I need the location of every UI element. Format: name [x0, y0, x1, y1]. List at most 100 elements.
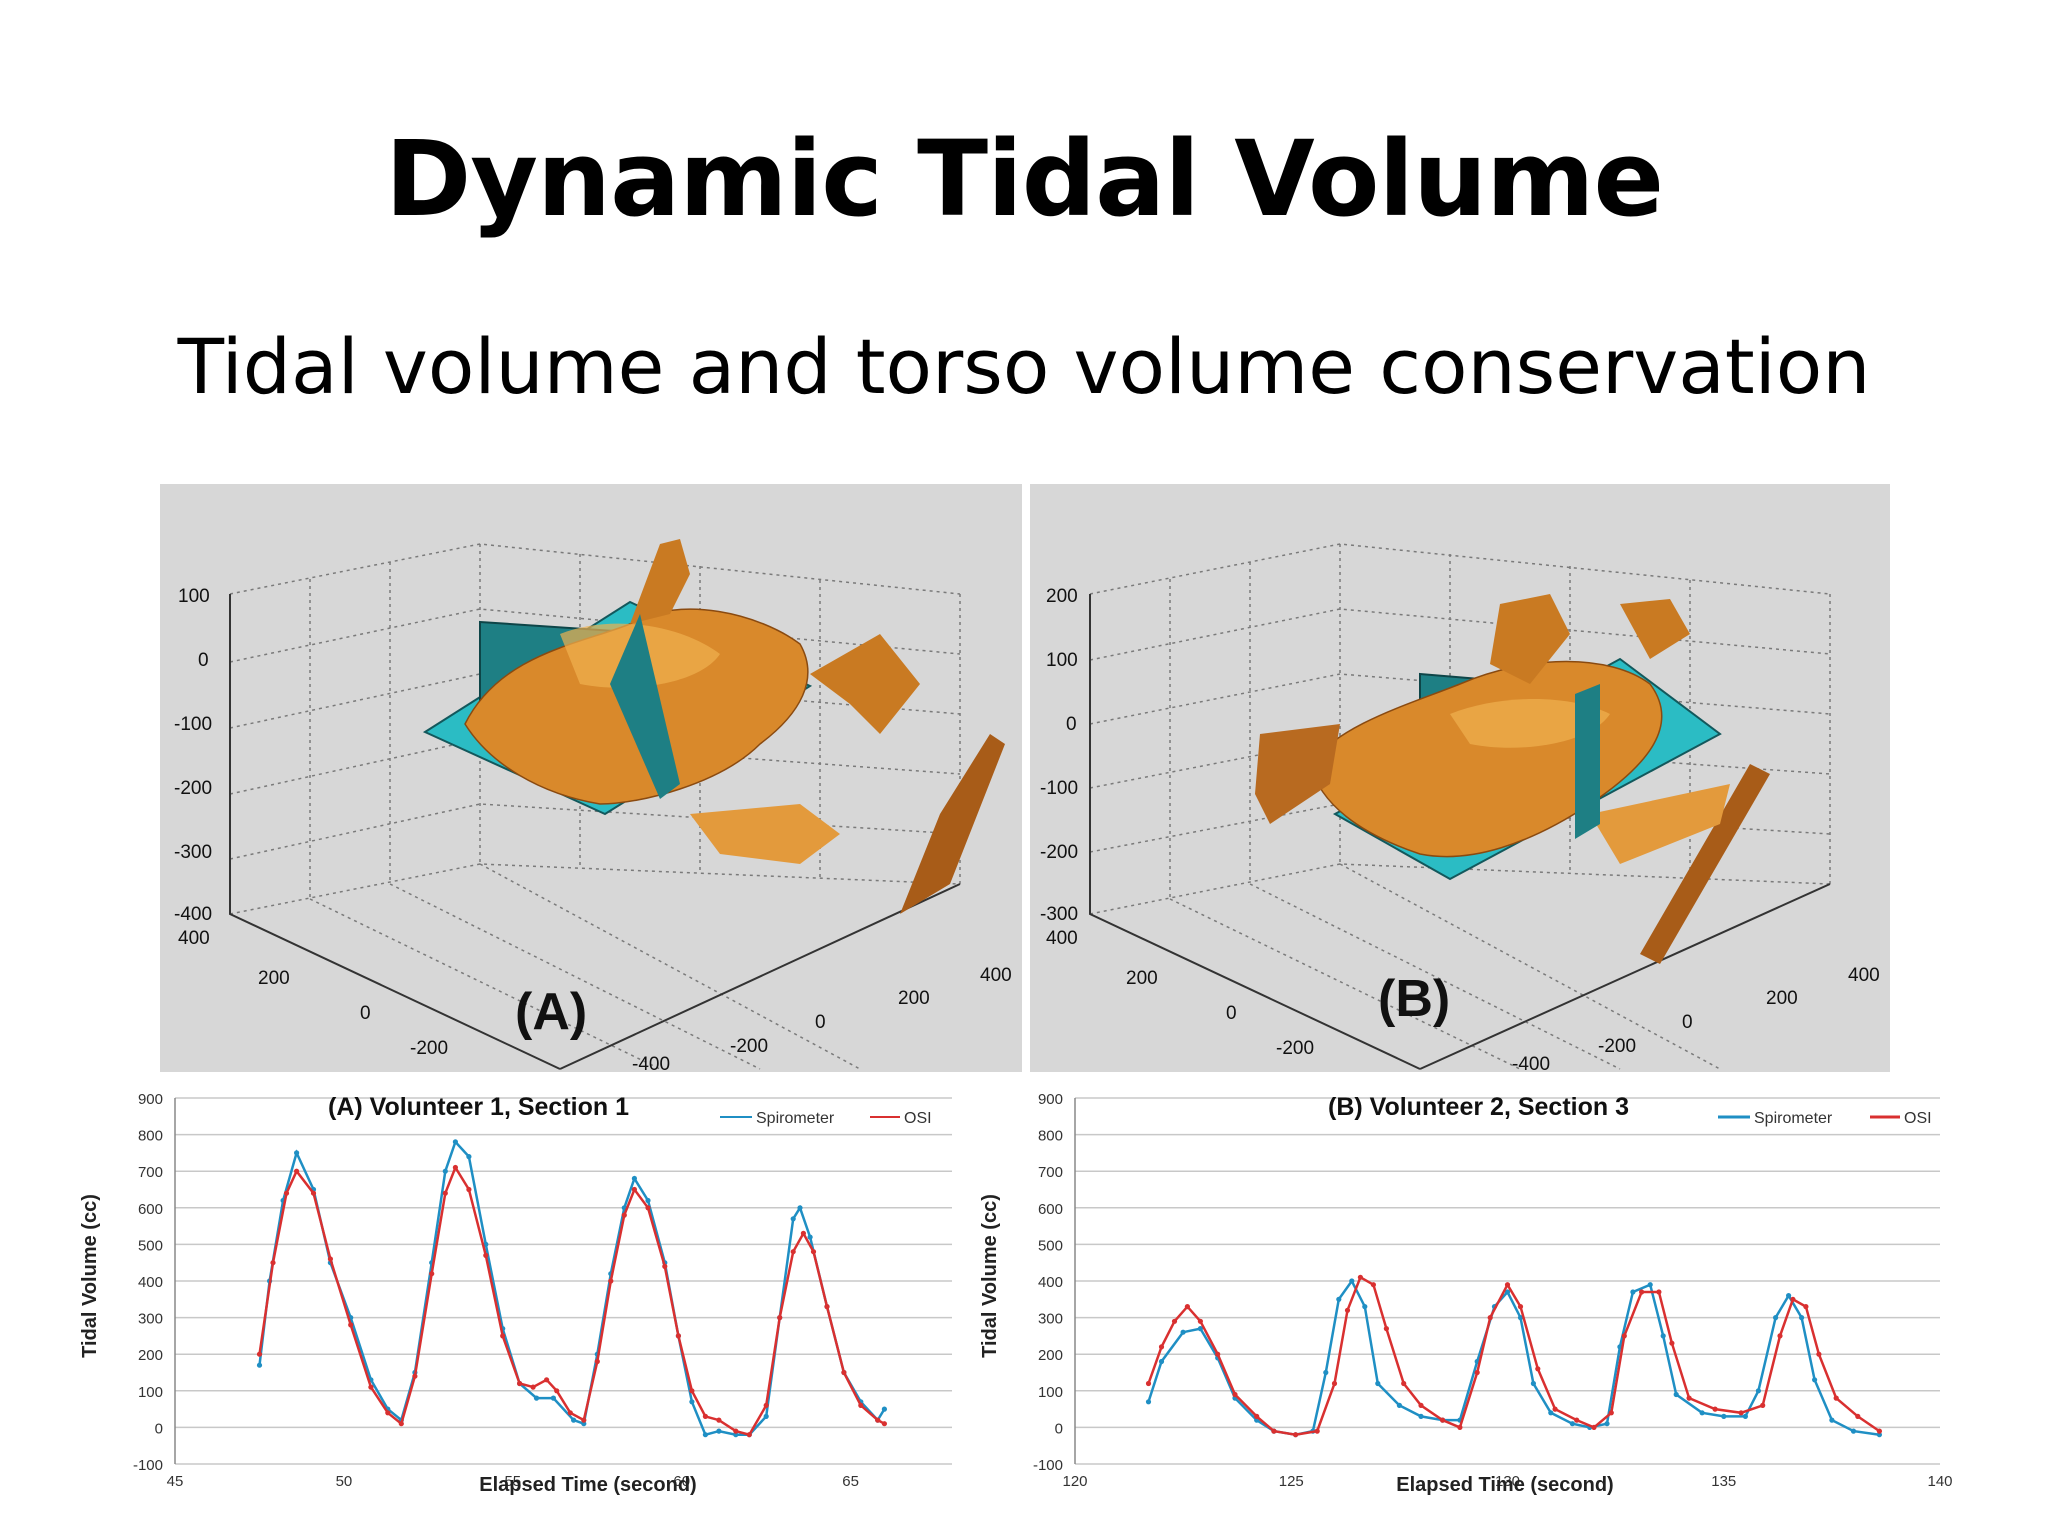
data-point-spirometer — [1630, 1289, 1636, 1295]
y-tick-label: 800 — [1038, 1128, 1063, 1145]
chart-a-y-ticks: -100 0 100 200 300 400 500 600 700 800 900 — [133, 1091, 163, 1474]
data-point-spirometer — [1699, 1410, 1705, 1416]
data-point-osi — [1504, 1282, 1511, 1288]
surface-plot-a-svg: 100 0 -100 -200 -300 -400 400 200 0 -200… — [174, 539, 1012, 1075]
plot-a-axes — [229, 594, 961, 1070]
legend-label-osi: OSI — [904, 1110, 932, 1127]
z-tick: -300 — [174, 842, 212, 863]
data-point-spirometer — [452, 1139, 458, 1145]
data-point-spirometer — [1517, 1315, 1524, 1321]
data-point-spirometer — [1742, 1413, 1748, 1419]
data-point-spirometer — [1604, 1421, 1610, 1427]
data-point-spirometer — [294, 1150, 300, 1156]
data-point-osi — [1686, 1395, 1692, 1401]
data-point-osi — [1271, 1428, 1277, 1434]
y-tick: 0 — [360, 1003, 371, 1024]
data-point-spirometer — [716, 1428, 722, 1434]
y-tick: 200 — [1126, 968, 1158, 989]
data-point-osi — [1855, 1413, 1861, 1419]
y-tick-label: 700 — [138, 1164, 163, 1181]
data-point-spirometer — [466, 1154, 472, 1160]
z-tick: -400 — [174, 904, 212, 925]
data-point-osi — [1418, 1402, 1424, 1408]
data-point-osi — [429, 1271, 435, 1277]
data-point-spirometer — [702, 1432, 709, 1438]
data-point-spirometer — [790, 1216, 796, 1222]
z-tick: 100 — [178, 586, 210, 607]
y-tick-label: 0 — [155, 1420, 163, 1437]
data-point-osi — [875, 1417, 881, 1423]
chart-a-xlabel: Elapsed Time (second) — [479, 1474, 696, 1496]
data-point-osi — [1254, 1413, 1260, 1419]
chart-b-legend: Spirometer OSI — [1718, 1110, 1932, 1127]
x-tick-label: 50 — [336, 1473, 353, 1490]
y-tick: -200 — [410, 1038, 448, 1059]
z-tick: 0 — [198, 650, 209, 671]
data-point-osi — [858, 1402, 864, 1408]
data-point-spirometer — [881, 1406, 888, 1412]
data-point-osi — [1639, 1289, 1645, 1295]
y-tick-label: 400 — [1038, 1274, 1063, 1291]
data-point-spirometer — [763, 1413, 769, 1419]
data-point-osi — [746, 1432, 752, 1438]
data-point-spirometer — [1850, 1428, 1857, 1434]
data-point-spirometer — [571, 1417, 577, 1423]
chart-a-grid — [174, 1097, 952, 1465]
chart-a-legend: Spirometer OSI — [720, 1110, 932, 1127]
x-tick-label: 55 — [504, 1473, 521, 1490]
y-tick-label: 100 — [138, 1384, 163, 1401]
panel-label-b: (B) — [1378, 970, 1450, 1028]
data-point-spirometer — [1647, 1282, 1653, 1288]
data-point-osi — [1790, 1296, 1796, 1302]
data-point-spirometer — [797, 1205, 803, 1211]
x-tick: 400 — [980, 965, 1012, 986]
data-point-osi — [1656, 1289, 1662, 1295]
chart-b-grid — [1074, 1097, 1940, 1465]
y-tick-label: 300 — [1038, 1311, 1063, 1328]
data-point-spirometer — [256, 1362, 263, 1368]
x-tick-label: 135 — [1711, 1473, 1736, 1490]
y-tick-label: 200 — [138, 1347, 163, 1364]
data-point-osi — [1535, 1366, 1541, 1372]
data-point-osi — [310, 1190, 317, 1196]
data-point-osi — [348, 1322, 354, 1328]
data-point-osi — [621, 1212, 627, 1218]
y-tick: 400 — [178, 928, 210, 949]
x-tick: 0 — [815, 1012, 826, 1033]
x-tick-label: 60 — [673, 1473, 690, 1490]
x-tick: -200 — [1598, 1036, 1636, 1057]
torso-fragment — [1590, 784, 1730, 864]
data-point-spirometer — [1197, 1326, 1203, 1332]
data-point-osi — [452, 1164, 458, 1171]
data-point-osi — [1621, 1333, 1627, 1339]
chart-b-ylabel: Tidal Volume (cc) — [979, 1194, 1001, 1358]
data-point-osi — [1803, 1304, 1809, 1310]
z-tick: -100 — [174, 714, 212, 735]
torso-fragment — [1620, 599, 1690, 659]
data-point-osi — [631, 1186, 638, 1193]
data-point-spirometer — [1569, 1421, 1575, 1427]
data-point-spirometer — [1145, 1399, 1152, 1405]
data-point-spirometer — [550, 1395, 556, 1401]
chart-b-title: (B) Volunteer 2, Section 3 — [1328, 1093, 1629, 1121]
plot-b-z-ticks: 200 100 0 -100 -200 -300 — [1040, 586, 1078, 925]
data-point-spirometer — [1755, 1388, 1761, 1394]
data-point-osi — [702, 1413, 709, 1419]
data-point-osi — [270, 1260, 276, 1266]
x-tick: 0 — [1682, 1012, 1693, 1033]
plot-b-y-ticks: 400 200 0 -200 — [1046, 928, 1314, 1059]
data-point-osi — [1760, 1402, 1766, 1408]
data-point-spirometer — [1829, 1417, 1835, 1423]
plot-b-surface — [1255, 594, 1770, 964]
x-tick-label: 125 — [1279, 1473, 1304, 1490]
data-point-osi — [1158, 1344, 1165, 1350]
x-tick: 200 — [898, 988, 930, 1009]
data-point-spirometer — [1375, 1380, 1381, 1387]
data-point-spirometer — [1158, 1358, 1165, 1365]
y-tick-label: 800 — [138, 1128, 163, 1145]
y-tick-label: -100 — [133, 1457, 163, 1474]
data-point-osi — [675, 1333, 682, 1339]
data-point-osi — [790, 1249, 796, 1255]
data-point-osi — [1876, 1428, 1882, 1434]
data-point-spirometer — [645, 1197, 651, 1204]
